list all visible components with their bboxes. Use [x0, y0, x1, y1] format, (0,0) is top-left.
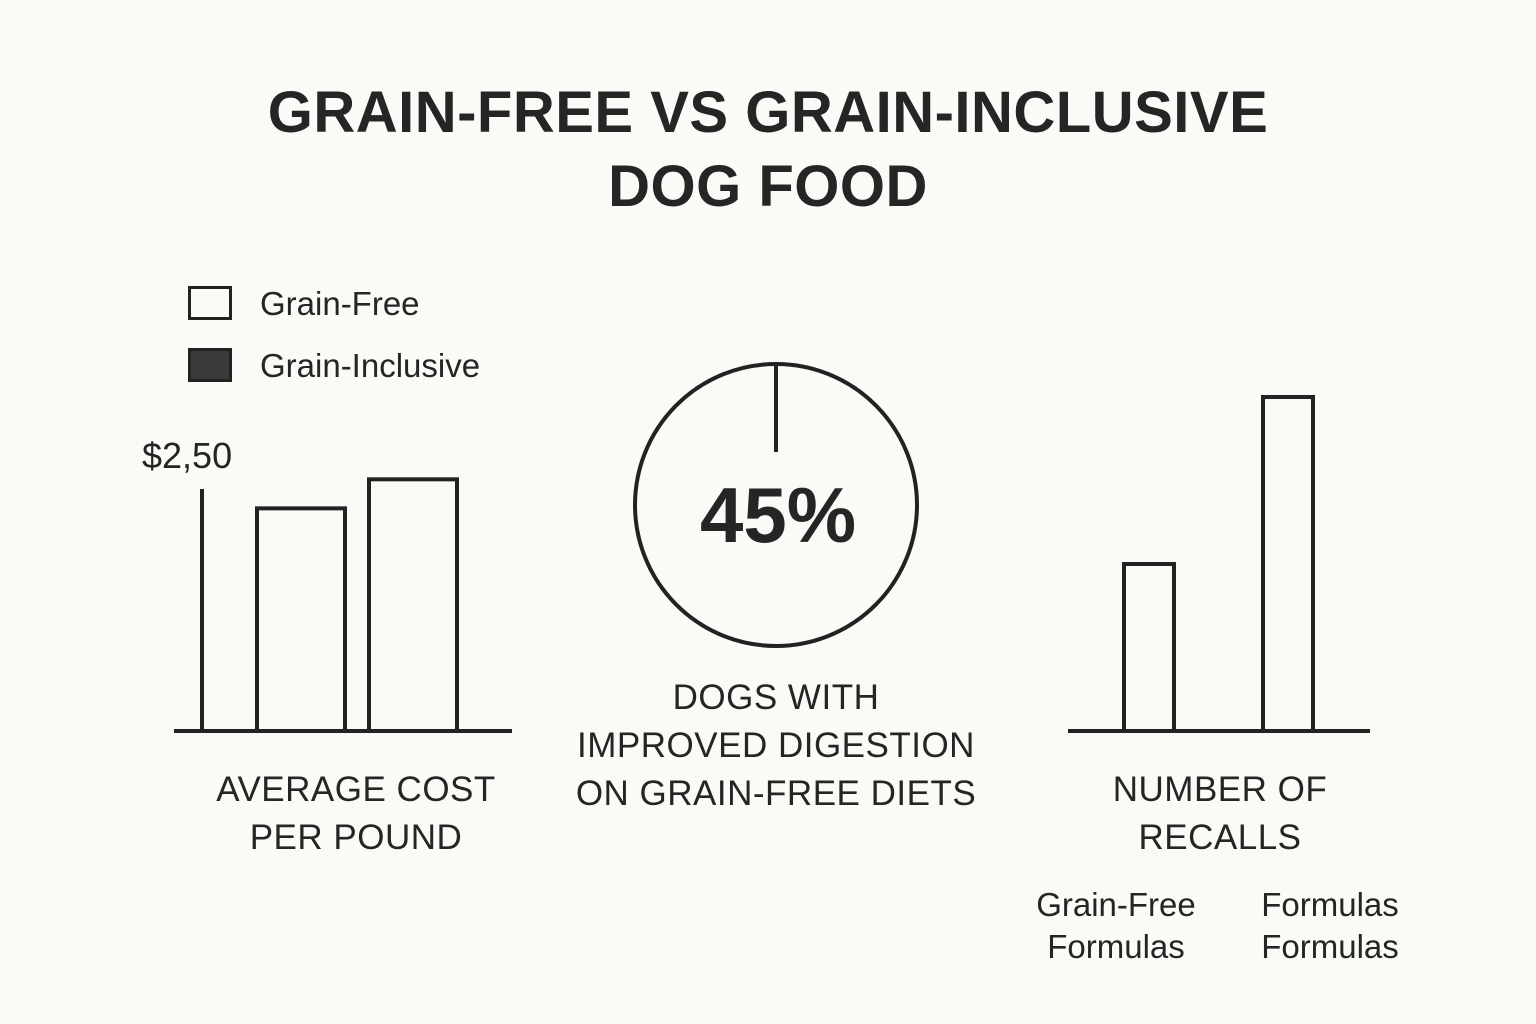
legend-swatch-grain-free [188, 286, 232, 320]
legend-swatch-grain-inclusive [188, 348, 232, 382]
digestion-chart-caption: DOGS WITH IMPROVED DIGESTION ON GRAIN-FR… [566, 674, 986, 818]
cost-chart-caption: AVERAGE COST PER POUND [176, 766, 536, 862]
recall-category-formulas-line-2: Formulas [1261, 928, 1399, 965]
cost-bar-grain-inclusive [367, 477, 459, 733]
cost-y-tick-label: $2,50 [142, 435, 233, 476]
cost-caption-line-1: AVERAGE COST [216, 770, 496, 809]
chart-title-line-1: GRAIN-FREE VS GRAIN-INCLUSIVE [267, 80, 1269, 145]
recall-bar-formulas [1261, 395, 1315, 733]
recall-bar-grain-free-formulas [1122, 562, 1176, 733]
recall-caption-line-2: RECALLS [1138, 818, 1302, 857]
recall-chart [1068, 395, 1370, 733]
recall-category-grain-free-line-2: Formulas [1047, 928, 1185, 965]
cost-chart [174, 477, 512, 733]
cost-bar-grain-free [255, 506, 347, 733]
recall-caption-line-1: NUMBER OF [1112, 770, 1328, 809]
cost-caption-line-2: PER POUND [249, 818, 463, 857]
digestion-caption-line-3: ON GRAIN-FREE DIETS [575, 774, 977, 813]
recall-category-label-grain-free: Grain-Free Formulas [1006, 884, 1226, 968]
digestion-caption-line-1: DOGS WITH [672, 678, 880, 717]
chart-title-line-2: DOG FOOD [608, 154, 928, 219]
digestion-caption-line-2: IMPROVED DIGESTION [577, 726, 975, 765]
legend-label-grain-inclusive: Grain-Inclusive [260, 347, 481, 384]
recall-category-formulas-line-1: Formulas [1261, 886, 1399, 923]
legend-item-grain-free: Grain-Free [188, 284, 548, 324]
recall-category-grain-free-line-1: Grain-Free [1036, 886, 1196, 923]
legend-label-grain-free: Grain-Free [260, 285, 420, 322]
digestion-chart [633, 362, 919, 648]
recall-category-label-formulas: Formulas Formulas [1222, 884, 1438, 968]
legend-item-grain-inclusive: Grain-Inclusive [188, 346, 548, 386]
recall-chart-caption: NUMBER OF RECALLS [1060, 766, 1380, 862]
digestion-value-label: 45% [699, 471, 857, 559]
chart-title: GRAIN-FREE VS GRAIN-INCLUSIVE DOG FOOD [0, 76, 1536, 224]
